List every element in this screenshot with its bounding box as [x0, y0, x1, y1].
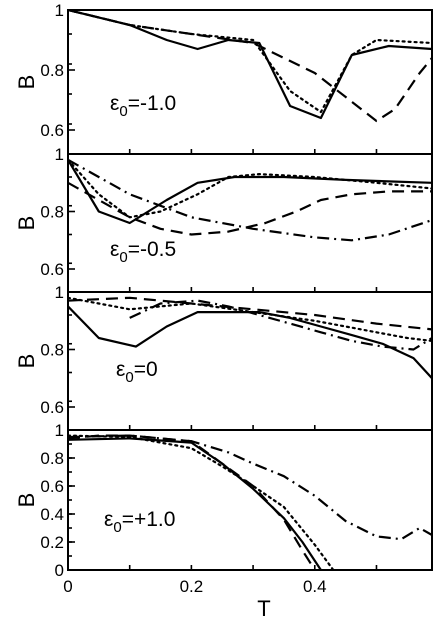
y-tick-label: 1	[55, 421, 64, 440]
series-dotted-line	[68, 158, 432, 219]
y-axis-label: B	[14, 354, 39, 369]
x-tick-label: 0.2	[180, 577, 204, 596]
plot-frame	[67, 153, 433, 293]
y-tick-label: 0	[55, 561, 64, 580]
y-tick-label: 0.6	[40, 398, 64, 417]
y-tick-label: 0.8	[40, 61, 64, 80]
x-tick-label: 0.4	[303, 577, 327, 596]
y-tick-label: 0.4	[40, 505, 64, 524]
series-dashed-line	[68, 181, 432, 236]
annotation-subscript: 0	[119, 103, 127, 120]
series-dashed-line	[68, 434, 316, 570]
epsilon-annotation: ε0=0	[116, 358, 158, 386]
annotation-value: =-0.5	[128, 238, 176, 261]
y-tick-label: 0.8	[40, 203, 64, 222]
series-solid-line	[68, 10, 432, 120]
series-dashdot-line	[68, 434, 432, 541]
y-axis-label: B	[14, 493, 39, 508]
series-dotted-line	[68, 296, 432, 342]
annotation-value: =-1.0	[128, 92, 176, 115]
y-tick-label: 0.8	[40, 341, 64, 360]
annotation-symbol: ε	[110, 238, 119, 261]
y-tick-label: 0.8	[40, 449, 64, 468]
y-tick-label: 1	[55, 1, 64, 20]
plot-frame	[67, 429, 433, 571]
plot-frame	[67, 9, 433, 155]
series-dashdot-line	[129, 299, 432, 351]
y-tick-label: 1	[55, 283, 64, 302]
x-axis-label: T	[257, 596, 270, 621]
y-tick-label: 0.6	[40, 477, 64, 496]
x-tick-label: 0	[63, 577, 72, 596]
epsilon-annotation: ε0=-1.0	[110, 92, 176, 120]
epsilon-annotation: ε0=+1.0	[104, 508, 175, 536]
annotation-symbol: ε	[104, 508, 113, 531]
epsilon-annotation: ε0=-0.5	[110, 238, 176, 266]
y-axis-label: B	[14, 216, 39, 231]
annotation-symbol: ε	[110, 92, 119, 115]
panel-2: 0.6 0.8 1 Bε0=-0.5	[14, 145, 433, 293]
y-tick-label: 0.6	[40, 260, 64, 279]
annotation-subscript: 0	[113, 519, 121, 536]
panel-3: 0.6 0.8 1 B ε0=0	[14, 283, 433, 431]
annotation-value: =+1.0	[122, 508, 176, 531]
annotation-value: =0	[134, 358, 158, 381]
y-tick-label: 1	[55, 145, 64, 164]
annotation-subscript: 0	[125, 369, 133, 386]
series-dashdot-line	[68, 158, 432, 242]
annotation-subscript: 0	[119, 249, 127, 266]
series-dotted-line	[68, 434, 335, 570]
y-axis-label: B	[14, 75, 39, 90]
series-solid-line	[68, 437, 322, 570]
series-dashed-line	[68, 296, 432, 331]
y-tick-label: 0.6	[40, 121, 64, 140]
series-dotted-line	[68, 10, 432, 114]
annotation-symbol: ε	[116, 358, 125, 381]
panel-1: 0.6 0.8 1 Bε0=-1.0	[14, 1, 433, 155]
y-tick-label: 0.2	[40, 533, 64, 552]
